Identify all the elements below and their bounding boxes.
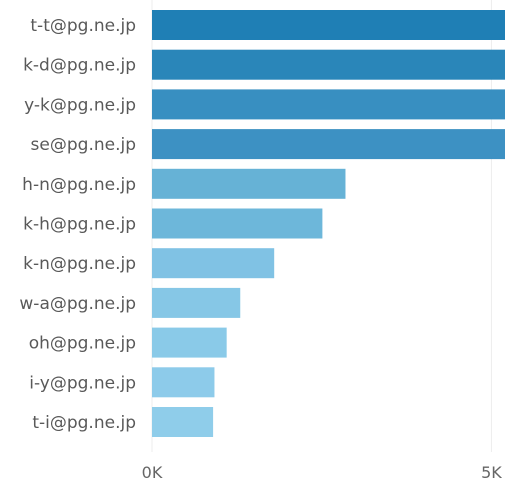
bar-10 — [152, 407, 214, 437]
category-label-1: k-d@pg.ne.jp — [23, 56, 136, 76]
bars-layer — [152, 10, 505, 437]
category-label-3: se@pg.ne.jp — [31, 135, 136, 155]
bar-3 — [152, 129, 505, 160]
bar-9 — [152, 367, 215, 398]
x-tick-label-0: 0K — [142, 463, 163, 482]
x-tick-label-1: 5K — [481, 463, 502, 482]
category-label-0: t-t@pg.ne.jp — [30, 16, 136, 36]
bar-6 — [152, 248, 275, 279]
bar-5 — [152, 208, 323, 239]
category-label-5: k-h@pg.ne.jp — [23, 215, 136, 235]
category-label-9: i-y@pg.ne.jp — [29, 373, 136, 393]
bar-4 — [152, 168, 346, 199]
bar-0 — [152, 10, 505, 40]
category-label-6: k-n@pg.ne.jp — [23, 254, 136, 274]
category-labels-layer: t-t@pg.ne.jp k-d@pg.ne.jp y-k@pg.ne.jp se@p… — [19, 16, 136, 433]
bar-2 — [152, 89, 505, 120]
category-label-2: y-k@pg.ne.jp — [24, 95, 136, 115]
x-axis-ticks-layer: 0K 5K — [142, 463, 503, 482]
category-label-4: h-n@pg.ne.jp — [22, 175, 136, 195]
bar-7 — [152, 287, 241, 318]
bar-1 — [152, 49, 505, 80]
category-label-7: w-a@pg.ne.jp — [19, 294, 136, 314]
bar-8 — [152, 327, 227, 358]
category-label-10: t-i@pg.ne.jp — [32, 413, 136, 433]
category-label-8: oh@pg.ne.jp — [29, 334, 136, 354]
